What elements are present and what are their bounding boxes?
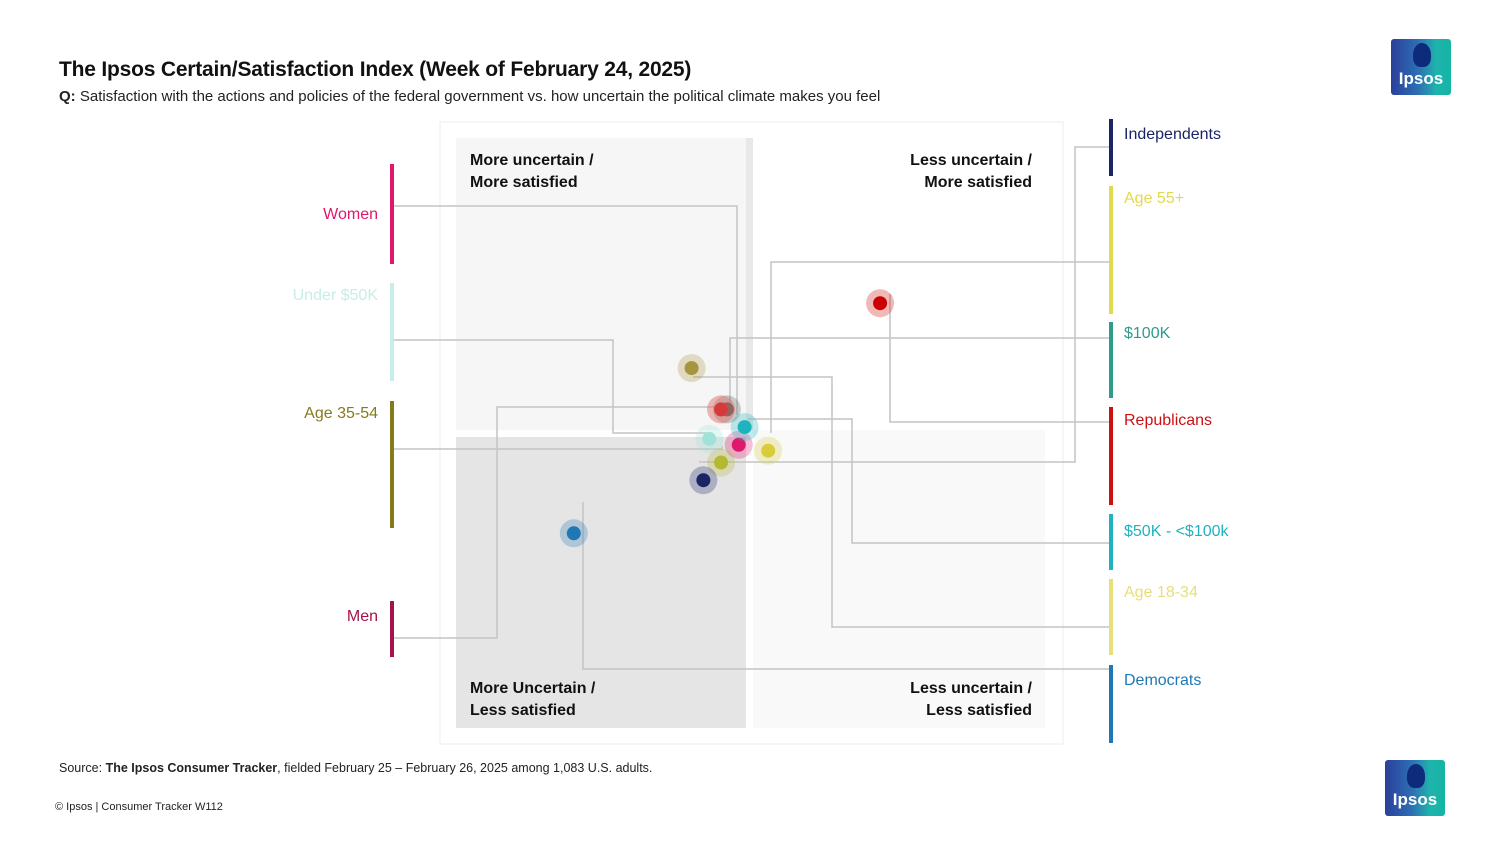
question-prefix: Q: — [59, 88, 76, 105]
page-title: The Ipsos Certain/Satisfaction Index (We… — [59, 58, 692, 81]
point-age-18-34 — [761, 443, 776, 458]
legend-bar-age-55- — [1109, 186, 1113, 314]
legend-label-under-50k: Under $50K — [293, 287, 379, 304]
legend-label-age-55-: Age 55+ — [1124, 190, 1184, 207]
quadrant-label-bottom-right: Less uncertain / — [910, 680, 1032, 697]
legend-label-age-18-34: Age 18-34 — [1124, 584, 1198, 601]
source-name: The Ipsos Consumer Tracker — [105, 761, 278, 775]
question-text: Q: Satisfaction with the actions and pol… — [59, 88, 880, 105]
question-body: Satisfaction with the actions and polici… — [79, 88, 881, 105]
quadrant-label-top-right: Less uncertain / — [910, 152, 1032, 169]
connector-line-6 — [770, 261, 1109, 433]
point-independents — [696, 473, 711, 488]
quadrant-top-left — [456, 138, 753, 430]
point-age-55-alt- — [684, 361, 699, 376]
connector-line-3 — [394, 446, 723, 450]
copyright: © Ipsos | Consumer Tracker W112 — [55, 801, 223, 813]
legend-label--50k-100k: $50K - <$100k — [1124, 523, 1230, 540]
legend-label-republicans: Republicans — [1124, 412, 1212, 429]
point--100k — [714, 402, 729, 417]
legend-bar-democrats — [1109, 665, 1113, 743]
connector-line-5 — [699, 146, 1109, 463]
legend-bar-age-18-34 — [1109, 579, 1113, 655]
connector-line-8 — [889, 294, 1109, 423]
logo-text: Ipsos — [1398, 69, 1444, 88]
point--50k-100k — [737, 420, 752, 435]
source-rest: , fielded February 25 – February 26, 202… — [277, 761, 653, 775]
ipsos-logo-top: Ipsos — [1391, 39, 1451, 95]
legend-bar-men — [390, 601, 394, 657]
logo-text: Ipsos — [1392, 790, 1438, 809]
legend-bar-women — [390, 164, 394, 264]
connector-line-1 — [394, 205, 738, 415]
point-under-50k — [702, 431, 717, 446]
quadrant-label-top-left: More satisfied — [470, 174, 578, 191]
legend-label-women: Women — [323, 206, 378, 223]
point-age-35-54 — [714, 455, 729, 470]
legend-bar-age-35-54 — [390, 401, 394, 528]
connector-line-11 — [582, 502, 1109, 670]
quadrant-label-bottom-right: Less satisfied — [926, 702, 1032, 719]
quadrant-label-top-left: More uncertain / — [470, 152, 594, 169]
ipsos-logo-bottom: Ipsos — [1385, 760, 1445, 816]
legend-label-democrats: Democrats — [1124, 672, 1201, 689]
legend-label-men: Men — [347, 608, 378, 625]
point-republicans — [873, 296, 888, 311]
connector-line-4 — [394, 406, 728, 639]
connector-line-9 — [748, 418, 1109, 544]
connector-line-7 — [729, 337, 1109, 405]
quadrant-label-bottom-left: More Uncertain / — [470, 680, 596, 697]
logo-head-icon — [1413, 43, 1431, 67]
connector-line-2 — [394, 339, 706, 434]
source-note: Source: The Ipsos Consumer Tracker, fiel… — [59, 761, 652, 775]
legend-bar-independents — [1109, 119, 1113, 176]
connector-line-10 — [693, 376, 1109, 628]
quadrant-bottom-right — [753, 430, 1045, 728]
quadrant-label-bottom-left: Less satisfied — [470, 702, 576, 719]
legend-bar--100k — [1109, 322, 1113, 398]
point-women — [731, 437, 746, 452]
logo-head-icon — [1407, 764, 1425, 788]
legend-bar--50k-100k — [1109, 514, 1113, 570]
legend-bar-under-50k — [390, 283, 394, 381]
legend-label-independents: Independents — [1124, 126, 1221, 143]
quadrant-divider — [746, 138, 753, 430]
legend-bar-republicans — [1109, 407, 1113, 505]
quadrant-bottom-left — [456, 437, 746, 728]
legend-label-age-35-54: Age 35-54 — [304, 405, 378, 422]
legend-label--100k: $100K — [1124, 325, 1171, 342]
point-democrats — [566, 526, 581, 541]
quadrant-label-top-right: More satisfied — [924, 174, 1032, 191]
source-prefix: Source: — [59, 761, 103, 775]
